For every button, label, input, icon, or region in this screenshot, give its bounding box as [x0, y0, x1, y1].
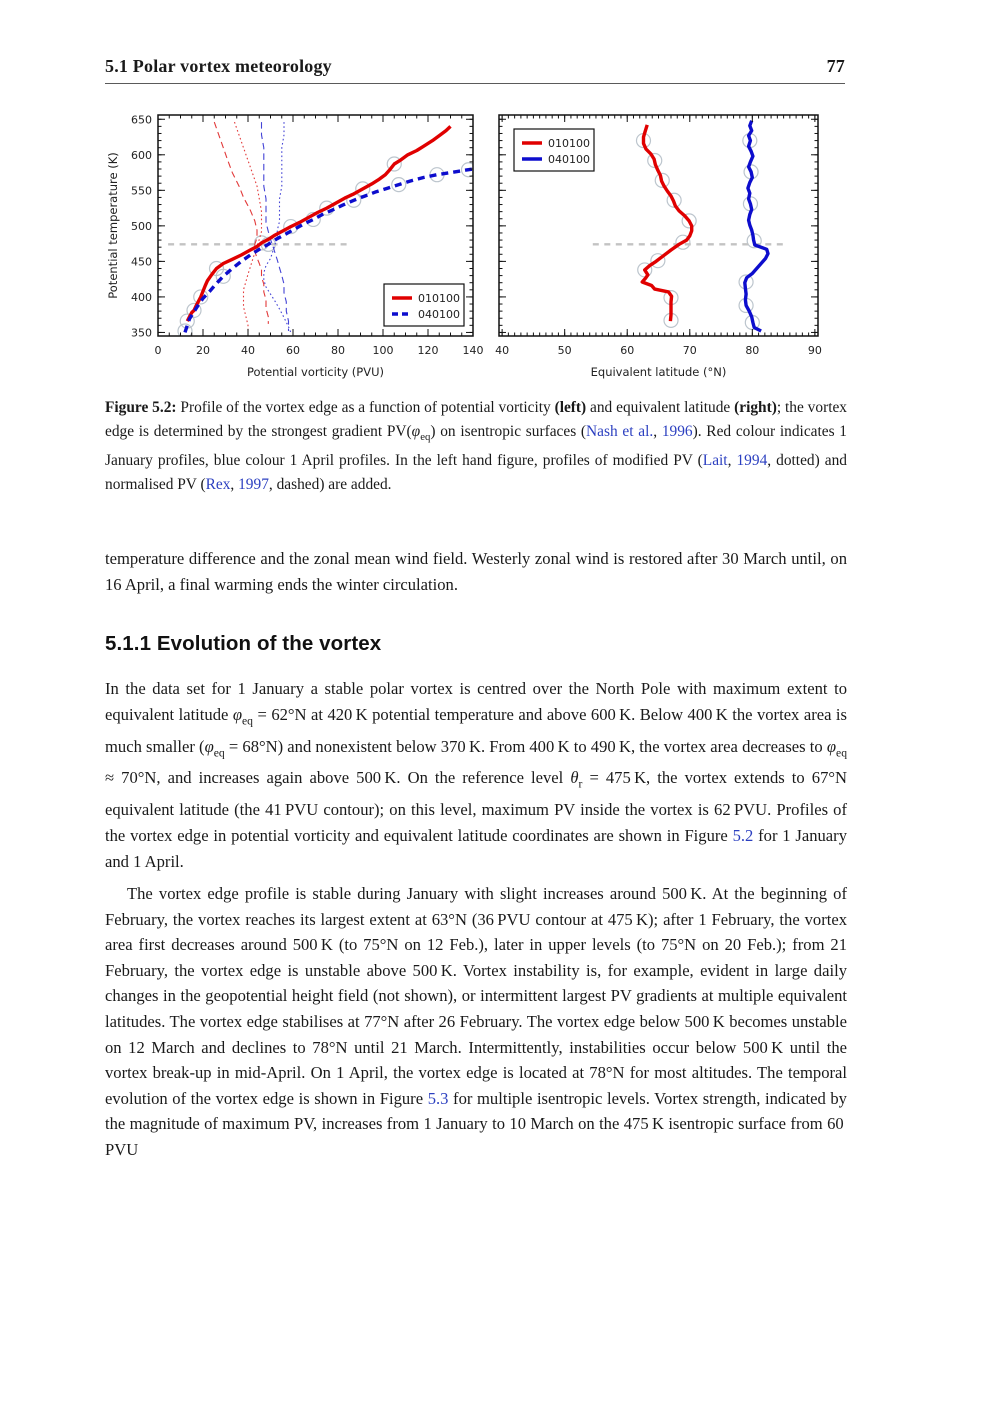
svg-text:650: 650 — [131, 113, 152, 126]
svg-text:40: 40 — [241, 344, 255, 357]
svg-text:450: 450 — [131, 255, 152, 268]
svg-text:80: 80 — [745, 344, 759, 357]
svg-text:90: 90 — [808, 344, 822, 357]
svg-text:040100: 040100 — [548, 153, 590, 166]
svg-text:120: 120 — [418, 344, 439, 357]
legend: 010100 040100 — [383, 283, 465, 327]
svg-text:600: 600 — [131, 149, 152, 162]
svg-text:550: 550 — [131, 184, 152, 197]
svg-text:80: 80 — [331, 344, 345, 357]
page-header: 5.1 Polar vortex meteorology 77 — [105, 56, 845, 77]
svg-text:Equivalent latitude (°N): Equivalent latitude (°N) — [591, 365, 727, 379]
svg-text:400: 400 — [131, 291, 152, 304]
paragraph-vortex-january: In the data set for 1 January a stable p… — [105, 679, 848, 871]
citation-link[interactable]: Rex — [205, 476, 231, 494]
svg-text:350: 350 — [131, 326, 152, 339]
svg-text:010100: 010100 — [548, 137, 590, 150]
svg-text:500: 500 — [131, 220, 152, 233]
equivalent-latitude-chart: 40 50 60 70 80 90 Equivalent latitude (°N) 0101… — [495, 114, 822, 379]
svg-text:Potential vorticity (PVU): Potential vorticity (PVU) — [247, 365, 384, 379]
svg-text:40: 40 — [495, 344, 509, 357]
citation-link[interactable]: Nash et al. — [586, 422, 654, 440]
citation-link[interactable]: 1996 — [661, 422, 693, 440]
svg-text:040100: 040100 — [418, 308, 460, 321]
section-heading: 5.1.1 Evolution of the vortex — [105, 632, 382, 655]
page-number: 77 — [826, 56, 845, 76]
svg-text:20: 20 — [196, 344, 210, 357]
citation-link[interactable]: 1997 — [238, 476, 269, 494]
citation-link[interactable]: Lait — [702, 452, 728, 470]
legend: 010100 040100 — [513, 128, 595, 172]
svg-text:60: 60 — [620, 344, 634, 357]
svg-text:140: 140 — [463, 344, 484, 357]
figure-caption: Figure 5.2: Profile of the vortex edge a… — [105, 399, 848, 494]
citation-link[interactable]: 5.3 — [427, 1088, 449, 1108]
svg-text:100: 100 — [373, 344, 394, 357]
citation-link[interactable]: 1994 — [736, 452, 768, 470]
potential-vorticity-chart: 0 20 40 60 80 100 120 140 350 400 450 500 550 600 650 P… — [106, 113, 484, 379]
paragraph-vortex-evolution: The vortex edge profile is stable during… — [105, 884, 847, 1159]
svg-text:60: 60 — [286, 344, 300, 357]
paragraph-warming: temperature difference and the zonal mea… — [105, 549, 847, 594]
header-rule — [105, 83, 845, 84]
svg-text:50: 50 — [558, 344, 572, 357]
svg-text:010100: 010100 — [418, 292, 460, 305]
running-head-section-title: 5.1 Polar vortex meteorology — [105, 56, 332, 76]
citation-link[interactable]: 5.2 — [732, 825, 754, 845]
svg-text:0: 0 — [155, 344, 162, 357]
svg-text:70: 70 — [683, 344, 697, 357]
svg-text:Potential temperature (K): Potential temperature (K) — [106, 152, 120, 299]
